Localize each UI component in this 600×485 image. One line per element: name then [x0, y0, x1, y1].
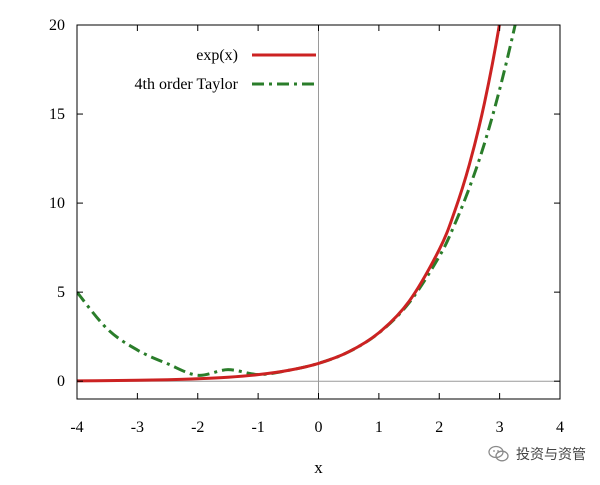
x-tick-label: 0 — [315, 419, 323, 436]
x-tick-label: -3 — [131, 419, 144, 436]
legend-label: exp(x) — [196, 47, 238, 64]
x-tick-label: 2 — [435, 419, 443, 436]
wechat-logo-icon — [488, 445, 510, 463]
legend: exp(x) 4th order Taylor — [135, 47, 316, 93]
x-axis-label: x — [314, 458, 323, 477]
series-layer — [77, 25, 517, 383]
series-line-exp — [77, 25, 501, 383]
x-tick-label: -4 — [70, 419, 83, 436]
y-tick-labels: 0 5 10 15 20 — [49, 17, 65, 390]
y-tick-label: 5 — [57, 284, 65, 301]
y-tick-label: 15 — [49, 106, 65, 123]
watermark: 投资与资管 — [488, 444, 586, 464]
legend-label: 4th order Taylor — [135, 76, 239, 93]
x-tick-label: 4 — [556, 419, 564, 436]
watermark-text: 投资与资管 — [516, 447, 586, 463]
x-tick-label: 1 — [375, 419, 383, 436]
y-tick-label: 0 — [57, 373, 65, 390]
x-tick-label: -1 — [251, 419, 264, 436]
x-tick-label: -2 — [191, 419, 204, 436]
axis-ticks — [76, 24, 561, 399]
x-tick-label: 3 — [496, 419, 504, 436]
y-tick-label: 10 — [49, 195, 65, 212]
y-tick-label: 20 — [49, 17, 65, 34]
x-tick-labels: -4 -3 -2 -1 0 1 2 3 4 — [70, 419, 564, 436]
